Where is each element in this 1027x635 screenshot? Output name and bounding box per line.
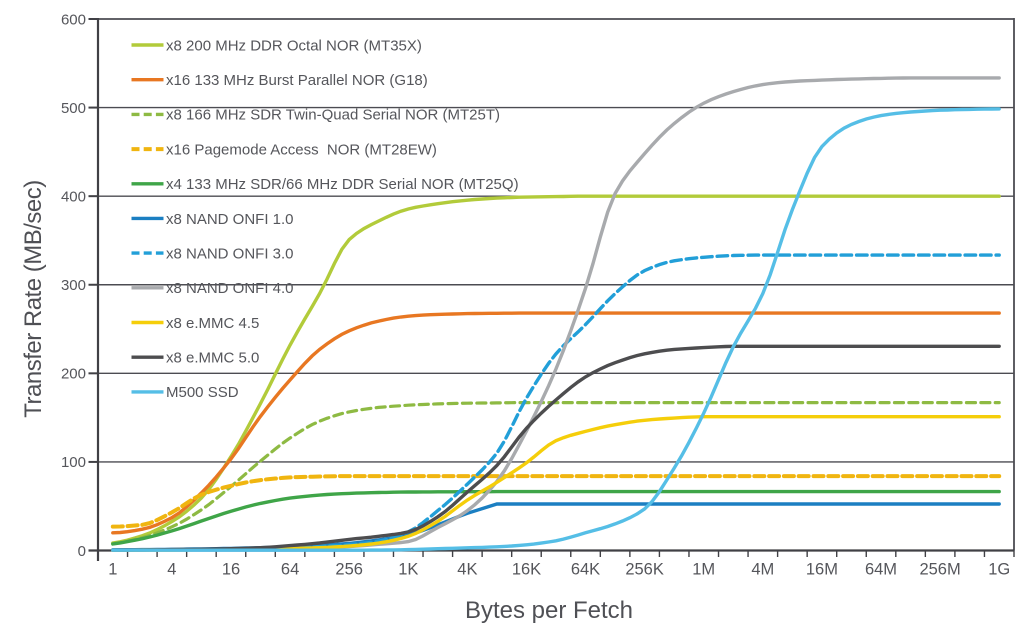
svg-text:600: 600 bbox=[61, 11, 86, 28]
svg-text:M500 SSD: M500 SSD bbox=[166, 384, 239, 401]
svg-text:4M: 4M bbox=[751, 561, 774, 579]
svg-text:0: 0 bbox=[78, 543, 86, 560]
svg-text:500: 500 bbox=[61, 100, 86, 117]
svg-text:16K: 16K bbox=[512, 561, 541, 579]
svg-text:x16 Pagemode Access NOR (MT28: x16 Pagemode Access NOR (MT28EW) bbox=[166, 141, 437, 158]
svg-text:x8 NAND ONFI 3.0: x8 NAND ONFI 3.0 bbox=[166, 245, 294, 262]
svg-text:1M: 1M bbox=[692, 561, 715, 579]
svg-text:1G: 1G bbox=[988, 561, 1010, 579]
svg-text:x16 133 MHz Burst Parallel NOR: x16 133 MHz Burst Parallel NOR (G18) bbox=[166, 72, 428, 89]
svg-text:x8 NAND ONFI 4.0: x8 NAND ONFI 4.0 bbox=[166, 280, 294, 297]
svg-text:Transfer Rate (MB/sec): Transfer Rate (MB/sec) bbox=[20, 180, 47, 418]
svg-text:100: 100 bbox=[61, 454, 86, 471]
svg-text:16: 16 bbox=[222, 561, 240, 579]
svg-text:64: 64 bbox=[281, 561, 299, 579]
svg-text:256K: 256K bbox=[625, 561, 664, 579]
svg-text:64M: 64M bbox=[865, 561, 897, 579]
svg-text:256M: 256M bbox=[919, 561, 960, 579]
svg-text:256: 256 bbox=[335, 561, 363, 579]
svg-text:x8 166 MHz SDR Twin-Quad Seria: x8 166 MHz SDR Twin-Quad Serial NOR (MT2… bbox=[166, 107, 500, 124]
svg-text:16M: 16M bbox=[806, 561, 838, 579]
svg-text:1K: 1K bbox=[398, 561, 418, 579]
svg-text:4K: 4K bbox=[457, 561, 477, 579]
svg-text:x4 133 MHz SDR/66 MHz DDR Seri: x4 133 MHz SDR/66 MHz DDR Serial NOR (MT… bbox=[166, 176, 519, 193]
svg-text:64K: 64K bbox=[571, 561, 600, 579]
svg-text:x8 200 MHz DDR Octal NOR (MT35: x8 200 MHz DDR Octal NOR (MT35X) bbox=[166, 37, 422, 54]
svg-text:x8 e.MMC 5.0: x8 e.MMC 5.0 bbox=[166, 350, 259, 367]
svg-text:x8 e.MMC 4.5: x8 e.MMC 4.5 bbox=[166, 315, 259, 332]
svg-text:200: 200 bbox=[61, 366, 86, 383]
svg-text:300: 300 bbox=[61, 277, 86, 294]
svg-text:Bytes per Fetch: Bytes per Fetch bbox=[465, 597, 633, 624]
svg-text:4: 4 bbox=[167, 561, 176, 579]
svg-text:x8 NAND ONFI 1.0: x8 NAND ONFI 1.0 bbox=[166, 211, 294, 228]
svg-text:1: 1 bbox=[108, 561, 117, 579]
svg-text:400: 400 bbox=[61, 189, 86, 206]
